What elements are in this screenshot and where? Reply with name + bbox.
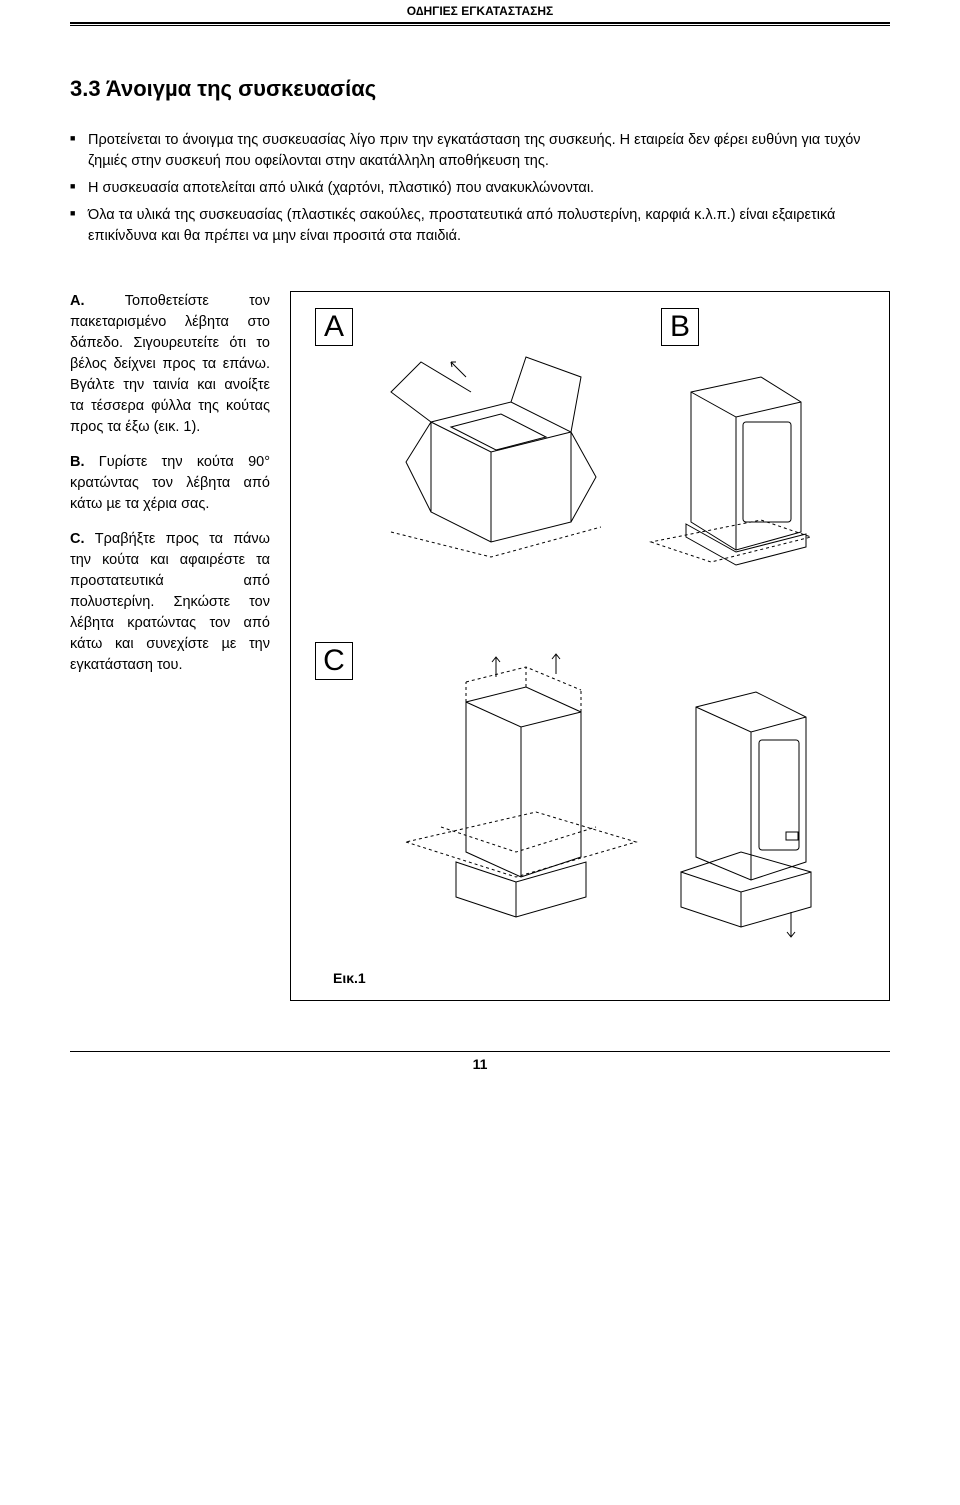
diagram-b	[641, 332, 841, 592]
step-b: B. Γυρίστε την κούτα 90° κρατώντας τον λ…	[70, 452, 270, 515]
figure-caption: Εικ.1	[333, 970, 366, 986]
header-title: Ο∆ΗΓΙΕΣ ΕΓΚΑΤΑΣΤΑΣΗΣ	[401, 4, 559, 18]
panel-label-c: C	[315, 642, 353, 680]
diagram-a	[371, 322, 601, 562]
bullet-item: Η συσκευασία αποτελείται από υλικά (χαρτ…	[70, 178, 890, 199]
page-number: 11	[70, 1051, 890, 1072]
figure-box: A B C	[290, 291, 890, 1001]
panel-label-a: A	[315, 308, 353, 346]
diagram-c	[386, 632, 646, 952]
bullet-item: Όλα τα υλικά της συσκευασίας (πλαστικές …	[70, 205, 890, 247]
step-a: A. Τοποθετείστε τον πακεταρισµένο λέβητα…	[70, 291, 270, 438]
header-rule	[70, 22, 890, 24]
steps-column: A. Τοποθετείστε τον πακεταρισµένο λέβητα…	[70, 291, 270, 690]
bullet-item: Προτείνεται το άνοιγµα της συσκευασίας λ…	[70, 130, 890, 172]
page-header: Ο∆ΗΓΙΕΣ ΕΓΚΑΤΑΣΤΑΣΗΣ	[70, 0, 890, 26]
section-title: 3.3 Άνοιγµα της συσκευασίας	[70, 76, 890, 102]
step-c: C. Τραβήξτε προς τα πάνω την κούτα και α…	[70, 529, 270, 676]
content-row: A. Τοποθετείστε τον πακεταρισµένο λέβητα…	[70, 291, 890, 1001]
header-rule	[70, 25, 890, 26]
bullet-list: Προτείνεται το άνοιγµα της συσκευασίας λ…	[70, 130, 890, 247]
page: Ο∆ΗΓΙΕΣ ΕΓΚΑΤΑΣΤΑΣΗΣ 3.3 Άνοιγµα της συσ…	[0, 0, 960, 1112]
diagram-c2	[641, 652, 841, 952]
